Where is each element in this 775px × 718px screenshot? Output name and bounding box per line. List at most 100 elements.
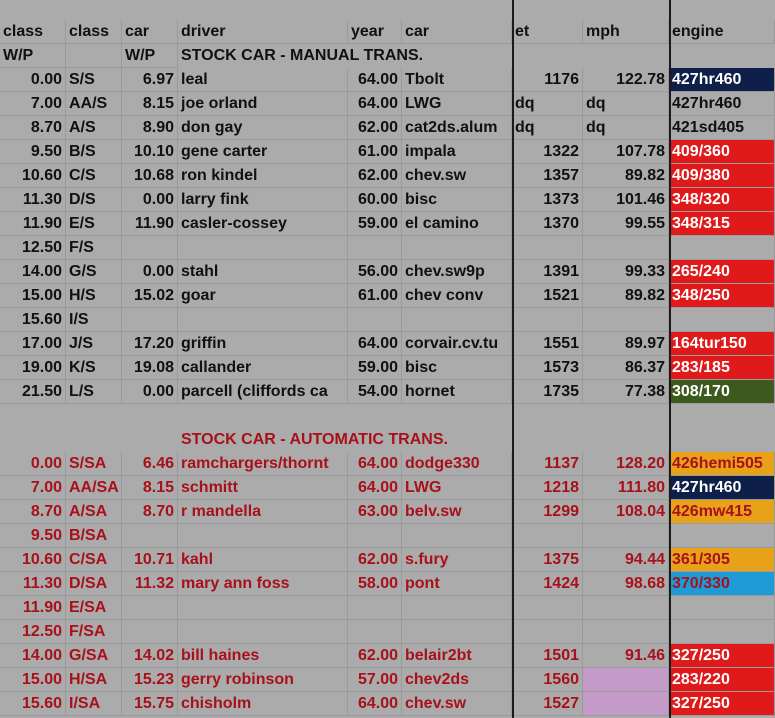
cell-carwp[interactable] [122, 308, 178, 332]
cell-car[interactable]: chev.sw [402, 692, 512, 716]
cell-et[interactable] [512, 620, 583, 644]
cell-driver[interactable]: schmitt [178, 476, 348, 500]
cell-mph[interactable]: 94.44 [583, 548, 669, 572]
header-class-wp[interactable]: class [0, 20, 66, 44]
cell-driver[interactable]: bill haines [178, 644, 348, 668]
cell-year[interactable]: 54.00 [348, 380, 402, 404]
cell-driver[interactable]: ron kindel [178, 164, 348, 188]
cell-year[interactable]: 64.00 [348, 692, 402, 716]
cell-car[interactable]: bisc [402, 356, 512, 380]
cell-wp[interactable]: 9.50 [0, 140, 66, 164]
cell-year[interactable] [348, 596, 402, 620]
cell-car[interactable]: chev.sw [402, 164, 512, 188]
cell-car[interactable] [402, 620, 512, 644]
cell-cls[interactable]: A/S [66, 116, 122, 140]
cell-carwp[interactable]: 15.75 [122, 692, 178, 716]
cell-mph[interactable]: 98.68 [583, 572, 669, 596]
cell-mph[interactable]: 122.78 [583, 68, 669, 92]
cell-car[interactable]: bisc [402, 188, 512, 212]
cell-engine[interactable]: 348/320 [669, 188, 775, 212]
cell-car[interactable]: belv.sw [402, 500, 512, 524]
cell-carwp[interactable]: 8.70 [122, 500, 178, 524]
cell-carwp[interactable]: 19.08 [122, 356, 178, 380]
cell-cls[interactable]: AA/S [66, 92, 122, 116]
cell-driver[interactable] [178, 524, 348, 548]
cell-wp[interactable]: 15.60 [0, 308, 66, 332]
cell-wp[interactable]: 8.70 [0, 116, 66, 140]
cell-wp[interactable]: 9.50 [0, 524, 66, 548]
cell-year[interactable]: 62.00 [348, 164, 402, 188]
cell-mph[interactable] [583, 620, 669, 644]
cell-year[interactable] [348, 524, 402, 548]
cell-wp[interactable]: 15.00 [0, 668, 66, 692]
cell-year[interactable]: 64.00 [348, 68, 402, 92]
cell-mph[interactable]: 89.82 [583, 164, 669, 188]
cell-et[interactable]: 1370 [512, 212, 583, 236]
cell-mph[interactable]: 111.80 [583, 476, 669, 500]
cell-engine[interactable]: 427hr460 [669, 68, 775, 92]
cell-carwp[interactable]: 15.23 [122, 668, 178, 692]
cell-engine[interactable]: 348/315 [669, 212, 775, 236]
cell-wp[interactable]: 11.30 [0, 572, 66, 596]
cell-year[interactable]: 62.00 [348, 548, 402, 572]
cell-carwp[interactable]: 0.00 [122, 188, 178, 212]
header-et[interactable]: et [512, 20, 583, 44]
cell-year[interactable]: 64.00 [348, 452, 402, 476]
cell-carwp[interactable] [122, 236, 178, 260]
cell-et[interactable]: 1521 [512, 284, 583, 308]
cell-car[interactable]: chev.sw9p [402, 260, 512, 284]
header-year[interactable]: year [348, 20, 402, 44]
cell-cls[interactable]: D/S [66, 188, 122, 212]
cell-carwp[interactable]: 10.68 [122, 164, 178, 188]
cell-cls[interactable]: E/S [66, 212, 122, 236]
cell-driver[interactable]: r mandella [178, 500, 348, 524]
cell-engine[interactable] [669, 524, 775, 548]
cell-mph[interactable] [583, 596, 669, 620]
cell-year[interactable]: 61.00 [348, 140, 402, 164]
cell-car[interactable] [402, 524, 512, 548]
cell-engine[interactable]: 265/240 [669, 260, 775, 284]
cell-year[interactable]: 59.00 [348, 356, 402, 380]
cell-driver[interactable] [178, 308, 348, 332]
cell-carwp[interactable]: 8.15 [122, 476, 178, 500]
cell-et[interactable]: 1299 [512, 500, 583, 524]
cell-carwp[interactable]: 6.97 [122, 68, 178, 92]
cell-et[interactable]: dq [512, 92, 583, 116]
cell-car[interactable]: Tbolt [402, 68, 512, 92]
cell-wp[interactable]: 7.00 [0, 92, 66, 116]
cell-carwp[interactable]: 6.46 [122, 452, 178, 476]
cell-mph[interactable] [583, 524, 669, 548]
cell-et[interactable]: 1527 [512, 692, 583, 716]
cell-wp[interactable]: 0.00 [0, 68, 66, 92]
cell-carwp[interactable] [122, 620, 178, 644]
cell-wp[interactable]: 11.90 [0, 596, 66, 620]
cell-carwp[interactable]: 10.10 [122, 140, 178, 164]
cell-mph[interactable]: 108.04 [583, 500, 669, 524]
cell-carwp[interactable]: 0.00 [122, 380, 178, 404]
cell-mph[interactable] [583, 308, 669, 332]
cell-driver[interactable]: gene carter [178, 140, 348, 164]
cell-engine[interactable]: 421sd405 [669, 116, 775, 140]
cell-wp[interactable]: 0.00 [0, 452, 66, 476]
cell-cls[interactable]: J/S [66, 332, 122, 356]
cell-mph[interactable] [583, 692, 669, 716]
cell-wp[interactable]: 11.90 [0, 212, 66, 236]
cell-mph[interactable]: dq [583, 92, 669, 116]
cell-mph[interactable] [583, 668, 669, 692]
cell-wp[interactable]: 10.60 [0, 164, 66, 188]
cell-car[interactable] [402, 308, 512, 332]
cell-carwp[interactable]: 17.20 [122, 332, 178, 356]
cell-wp[interactable]: 10.60 [0, 548, 66, 572]
cell-driver[interactable]: gerry robinson [178, 668, 348, 692]
cell-cls[interactable]: B/S [66, 140, 122, 164]
cell-engine[interactable]: 283/185 [669, 356, 775, 380]
cell-et[interactable]: 1357 [512, 164, 583, 188]
cell-driver[interactable]: stahl [178, 260, 348, 284]
cell-et[interactable]: 1735 [512, 380, 583, 404]
cell-car[interactable]: pont [402, 572, 512, 596]
cell-driver[interactable] [178, 620, 348, 644]
cell-driver[interactable]: griffin [178, 332, 348, 356]
cell-wp[interactable]: 15.60 [0, 692, 66, 716]
cell-year[interactable]: 59.00 [348, 212, 402, 236]
cell-et[interactable]: dq [512, 116, 583, 140]
